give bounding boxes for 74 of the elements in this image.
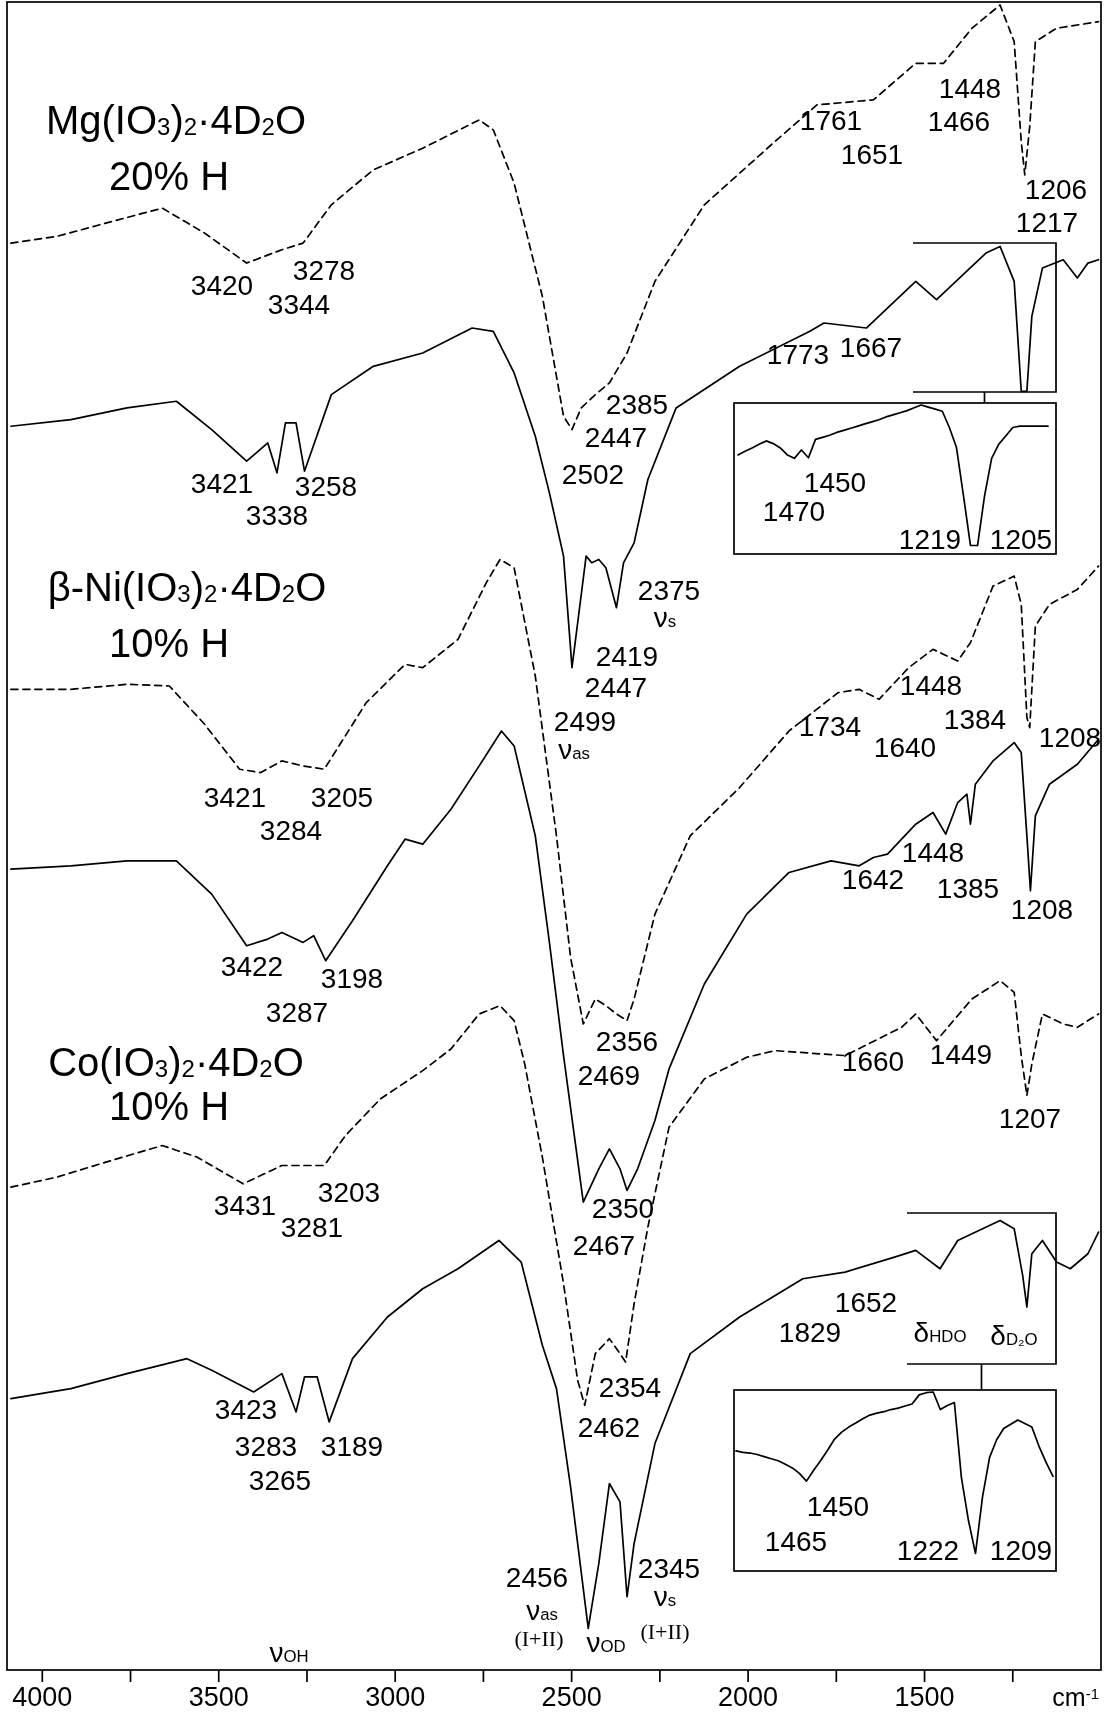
x-axis-title: cm$^{-1}$	[1052, 1683, 1099, 1711]
x-tick-label: 3000	[365, 1682, 426, 1712]
annotation: 1448	[899, 669, 963, 701]
annotation: 1205	[989, 523, 1053, 555]
annotation: 1222	[896, 1534, 960, 1566]
annotation: 1217	[1015, 206, 1079, 238]
annotation: (I+II)	[514, 1625, 564, 1651]
annotation: 3283	[234, 1430, 298, 1462]
annotation: 3265	[248, 1464, 312, 1496]
annotation: 1667	[839, 331, 903, 363]
annotation: 2447	[584, 671, 648, 703]
annotation: 3422	[220, 950, 284, 982]
annotation: 2354	[598, 1371, 662, 1403]
annotation: 10% H	[108, 621, 230, 665]
annotation: 2345	[637, 1552, 701, 1584]
annotation: 1651	[840, 138, 904, 170]
annotation: 1449	[929, 1038, 993, 1070]
annotation: 1208	[1038, 721, 1102, 753]
x-tick-label: 2500	[541, 1682, 602, 1712]
annotation: 1450	[806, 1490, 870, 1522]
annotation: 20% H	[108, 154, 230, 198]
annotation: 1773	[766, 338, 830, 370]
annotation: 1761	[799, 104, 863, 136]
annotation: 2385	[605, 388, 669, 420]
annotation: 3420	[190, 269, 254, 301]
annotation: 3287	[265, 996, 329, 1028]
annotation: 2469	[577, 1059, 641, 1091]
annotation: 1384	[943, 703, 1007, 735]
annotation: 2356	[595, 1025, 659, 1057]
annotation: 2419	[595, 640, 659, 672]
annotation: 3281	[280, 1211, 344, 1243]
annotation: 3203	[317, 1176, 381, 1208]
annotation: 3284	[259, 814, 323, 846]
annotation: (I+II)	[640, 1618, 690, 1644]
annotation: 3338	[245, 499, 309, 531]
annotation: 3431	[213, 1189, 277, 1221]
annotation: 1450	[803, 466, 867, 498]
annotation: 3421	[190, 467, 254, 499]
annotation: 1829	[778, 1316, 842, 1348]
annotation: 2447	[584, 421, 648, 453]
annotation: 3423	[214, 1393, 278, 1425]
annotation: 1219	[898, 523, 962, 555]
annotation: 3198	[320, 962, 384, 994]
annotation: 1385	[936, 872, 1000, 904]
annotation: 1465	[764, 1525, 828, 1557]
annotation: 1660	[841, 1045, 905, 1077]
annotation: 2499	[553, 705, 617, 737]
annotation: 3278	[292, 254, 356, 286]
annotation: 2375	[637, 574, 701, 606]
annotation: 1209	[989, 1534, 1053, 1566]
annotation: 1208	[1010, 893, 1074, 925]
annotation: 3205	[310, 781, 374, 813]
annotation: 1734	[798, 710, 862, 742]
x-tick-label: 1500	[894, 1682, 955, 1712]
annotation: 2502	[561, 458, 625, 490]
annotation: 3189	[320, 1430, 384, 1462]
annotation: 3421	[203, 781, 267, 813]
annotation: 1652	[834, 1286, 898, 1318]
annotation: 1470	[762, 495, 826, 527]
annotation: 3258	[294, 470, 358, 502]
annotation: 1206	[1024, 173, 1088, 205]
annotation: 2462	[577, 1411, 641, 1443]
annotation: 2467	[572, 1229, 636, 1261]
annotation: 1640	[873, 731, 937, 763]
annotation: 10% H	[108, 1084, 230, 1128]
annotation: 3344	[267, 288, 331, 320]
annotation: 1466	[927, 105, 991, 137]
annotation: 2350	[591, 1192, 655, 1224]
x-tick-label: 3500	[188, 1682, 249, 1712]
x-tick-label: 4000	[12, 1682, 73, 1712]
x-tick-label: 2000	[718, 1682, 779, 1712]
annotation: 1448	[938, 72, 1002, 104]
annotation: 2456	[505, 1561, 569, 1593]
annotation: 1207	[998, 1102, 1062, 1134]
